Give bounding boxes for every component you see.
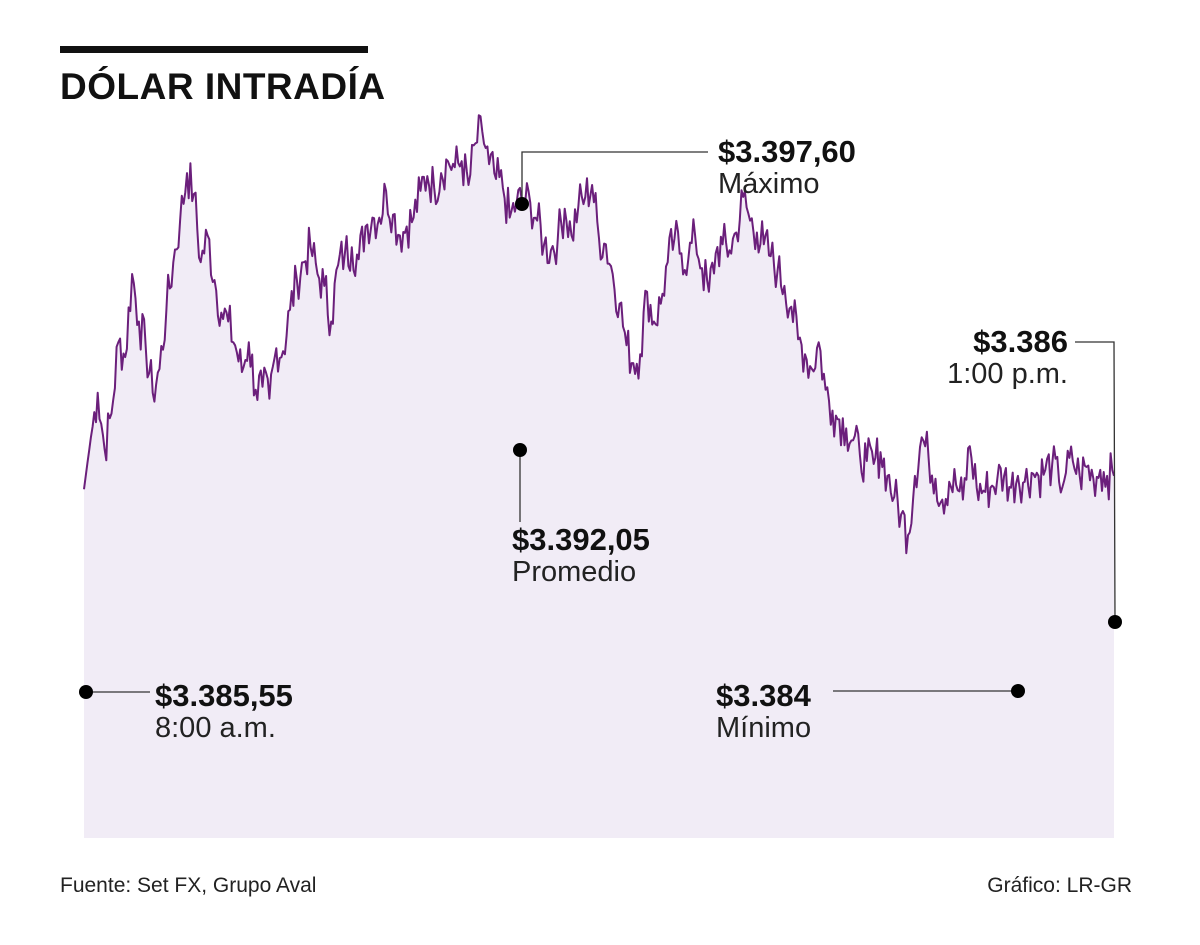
annotation-min-value: $3.384 (716, 678, 811, 713)
dot-avg (513, 443, 527, 457)
annotation-close-value: $3.386 (973, 324, 1068, 359)
annotation-leaders (86, 151, 1116, 693)
annotation-min: $3.384 Mínimo (716, 678, 812, 744)
annotation-average-value: $3.392,05 (512, 522, 650, 557)
series-area (84, 115, 1114, 839)
annotation-close-label: 1:00 p.m. (947, 357, 1068, 390)
leader-max (521, 151, 708, 204)
top-rule (60, 46, 368, 53)
annotation-average-label: Promedio (512, 555, 637, 588)
annotation-average: $3.392,05 Promedio (512, 522, 650, 588)
series-line (83, 114, 1115, 555)
source-note: Fuente: Set FX, Grupo Aval (60, 874, 317, 897)
annotation-open: $3.385,55 8:00 a.m. (155, 678, 293, 744)
annotation-max-label: Máximo (718, 167, 820, 200)
annotation-dots (79, 197, 1122, 699)
dot-open (79, 685, 93, 699)
annotation-max-value: $3.397,60 (718, 134, 856, 169)
annotation-min-label: Mínimo (716, 711, 812, 744)
credit-note: Gráfico: LR-GR (987, 874, 1132, 897)
annotation-open-label: 8:00 a.m. (155, 711, 276, 744)
dot-min (1011, 684, 1025, 698)
dot-max (515, 197, 529, 211)
leader-close (1075, 341, 1116, 623)
annotation-max: $3.397,60 Máximo (718, 134, 856, 200)
annotation-open-value: $3.385,55 (155, 678, 293, 713)
chart-title: DÓLAR INTRADÍA (60, 66, 386, 107)
annotation-close: $3.386 1:00 p.m. (947, 324, 1068, 390)
dot-close (1108, 615, 1122, 629)
